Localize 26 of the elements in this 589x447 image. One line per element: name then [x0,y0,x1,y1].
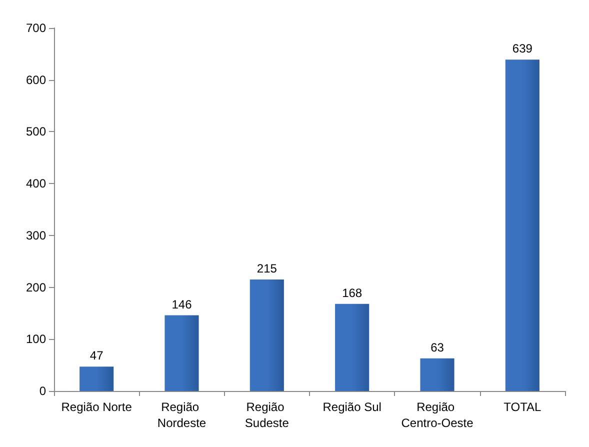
bar [164,315,199,391]
data-label: 639 [512,42,533,56]
data-label: 146 [172,297,192,312]
x-tick-label: Região Sul [322,400,382,414]
y-tick-label: 500 [26,124,46,139]
y-tick-label: 400 [26,176,46,191]
x-tick-label: Região Centro-Oeste [401,400,474,430]
bar [250,280,284,391]
y-tick-label: 0 [39,384,46,398]
bar [80,366,114,391]
data-label: 63 [430,340,444,354]
x-tick-label: Região Sudeste [244,400,290,430]
bar [505,60,540,391]
bar [335,304,370,391]
y-tick-label: 200 [26,280,46,294]
data-label: 168 [342,286,362,300]
x-tick-label: Região Norte [61,400,132,414]
x-tick-label: TOTAL [504,400,542,414]
y-tick-label: 300 [26,228,46,242]
y-tick-label: 600 [26,72,46,87]
y-tick-label: 700 [26,21,46,35]
x-tick-label: Região Nordeste [157,400,206,430]
y-tick-label: 100 [26,332,46,346]
data-label: 215 [256,262,278,276]
bar [420,358,454,391]
data-label: 47 [90,348,104,363]
